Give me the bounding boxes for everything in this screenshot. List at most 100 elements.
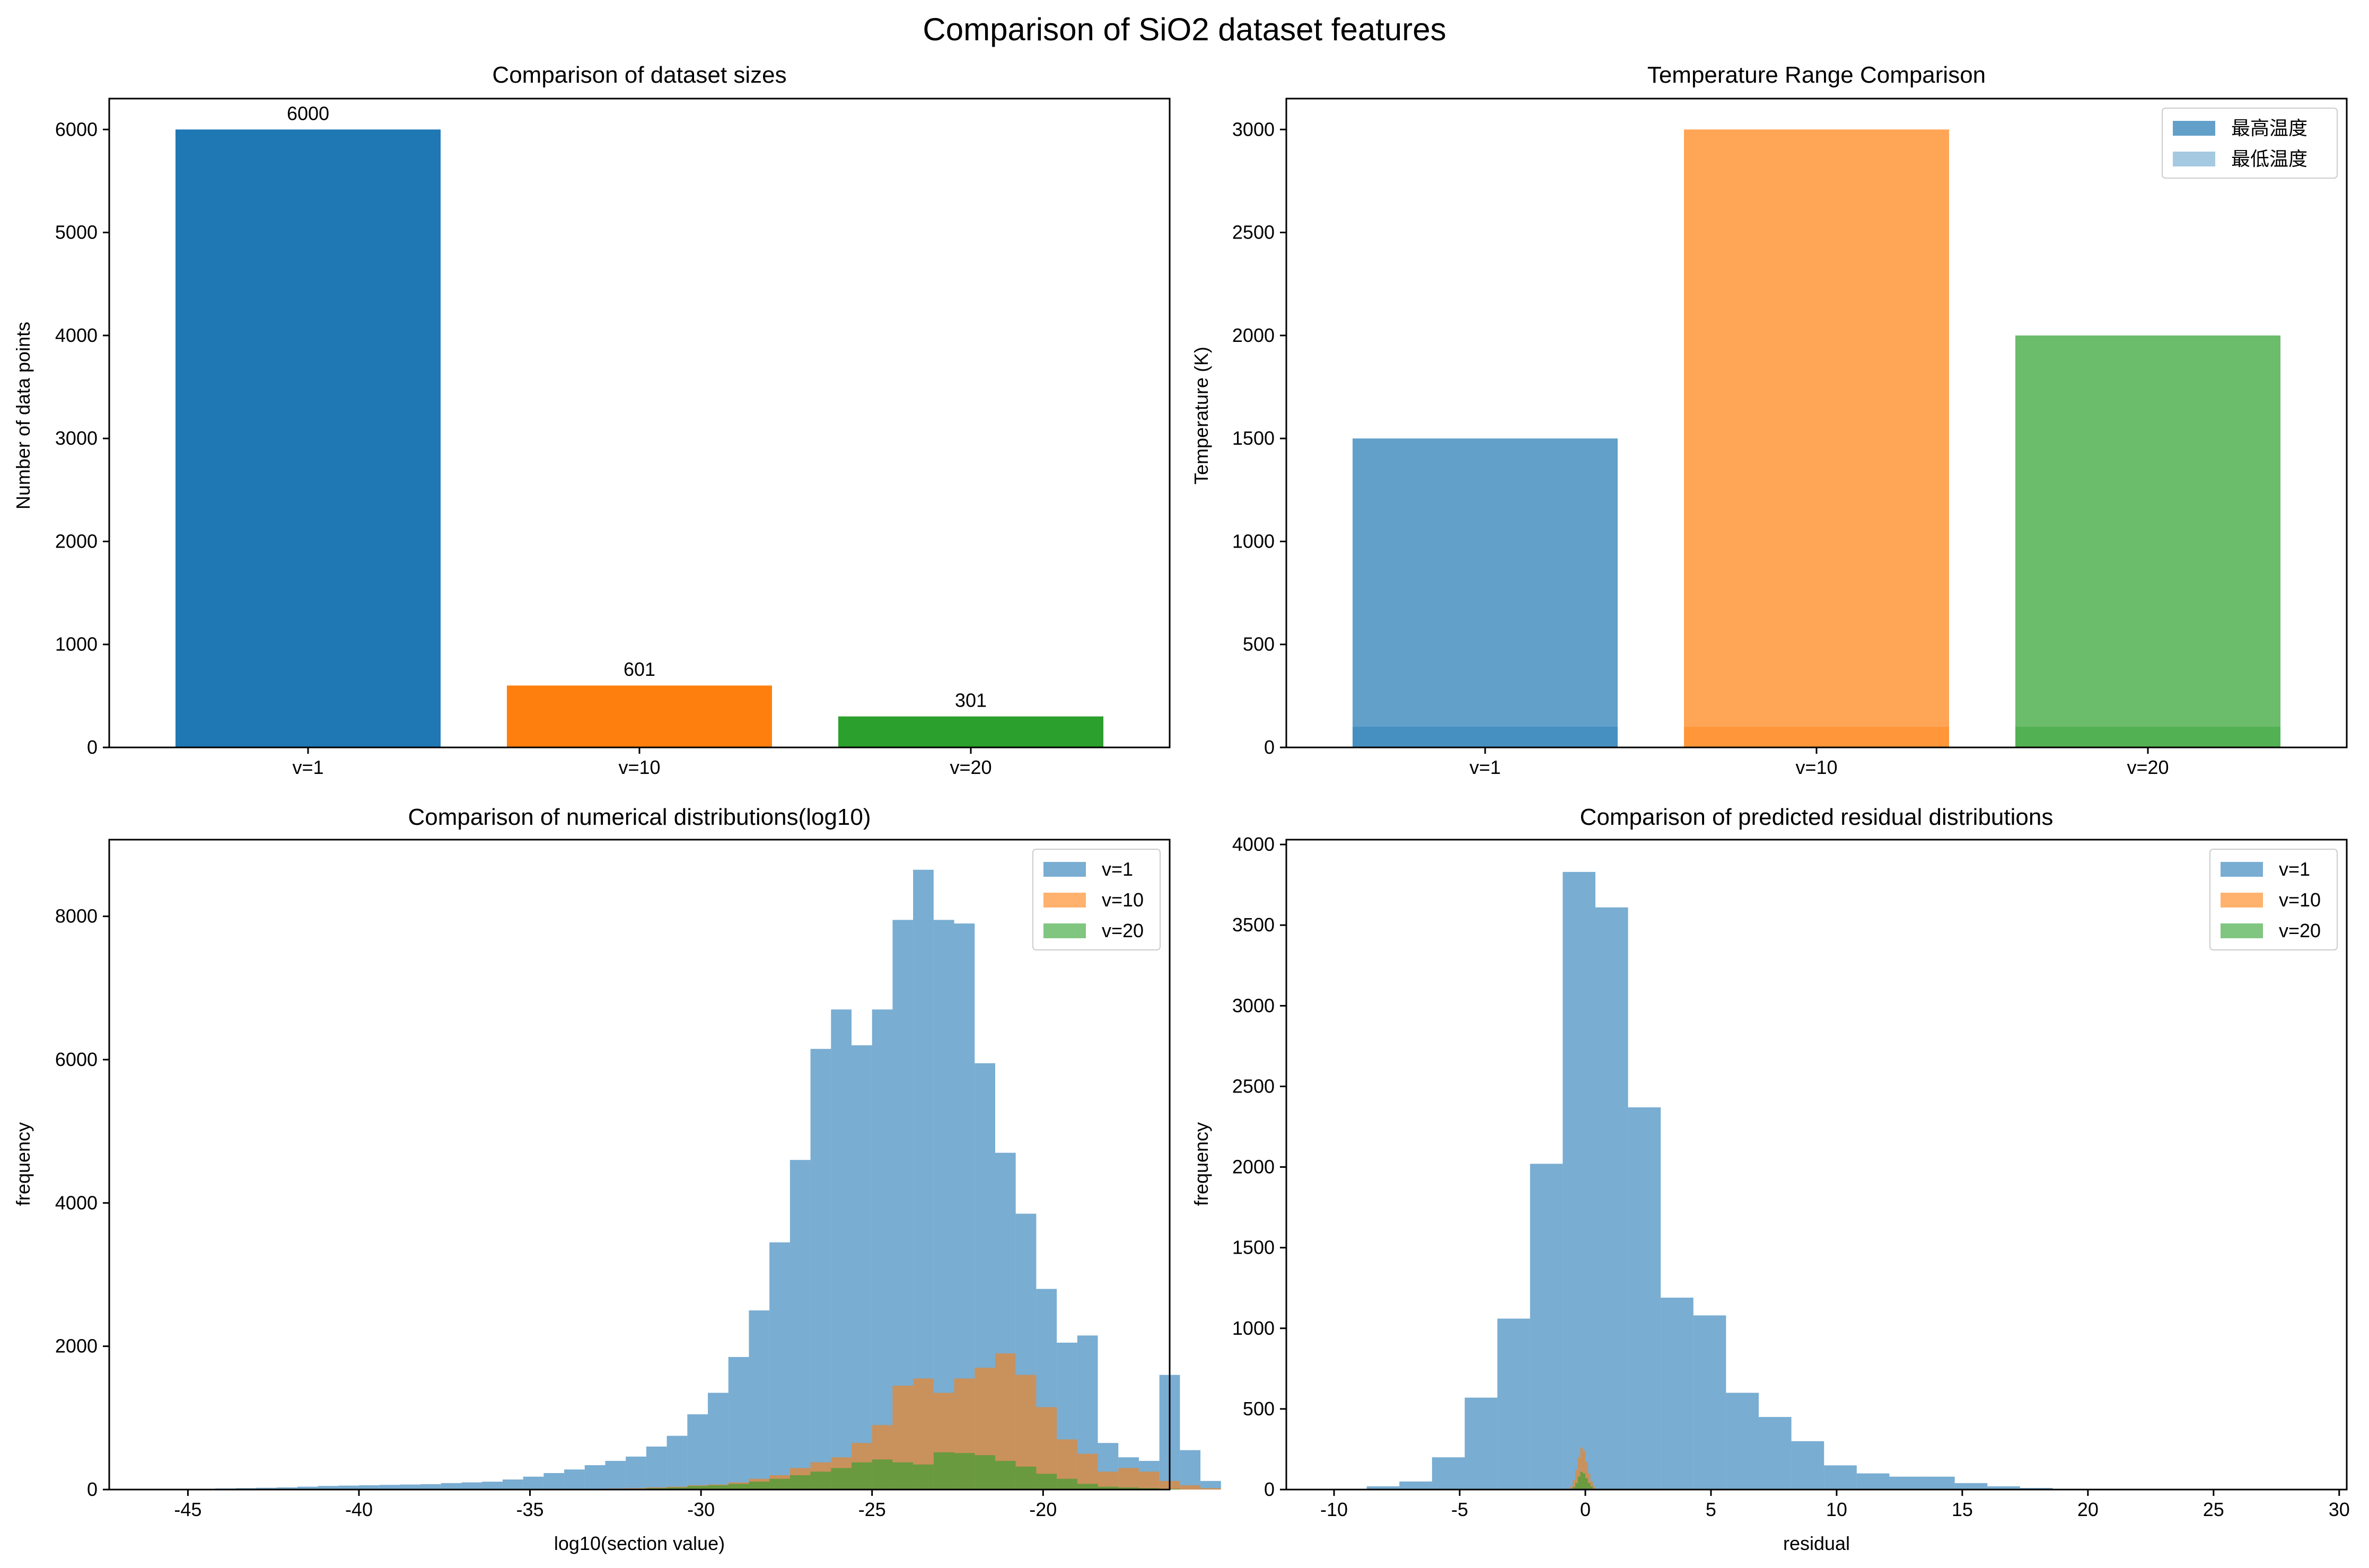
legend-label: v=1 — [2279, 858, 2310, 880]
x-tick-label: v=20 — [950, 756, 992, 778]
y-tick-label: 5000 — [55, 222, 98, 243]
histogram-bar-v1 — [1856, 1473, 1890, 1490]
histogram-bar-v1 — [749, 1310, 770, 1490]
y-tick-label: 8000 — [55, 905, 98, 927]
histogram-bar-v1 — [338, 1485, 359, 1490]
y-tick-label: 4000 — [1232, 833, 1275, 855]
histogram-bar-v1 — [687, 1414, 708, 1490]
histogram-bar-v1 — [1497, 1318, 1530, 1490]
legend-label: v=10 — [1102, 889, 1144, 911]
histogram-bar-v20 — [954, 1453, 975, 1490]
histogram-bar-v10 — [1577, 1457, 1581, 1490]
histogram-bar-v1 — [831, 1009, 852, 1490]
residual-distribution-x-axis-label: residual — [1783, 1532, 1850, 1554]
y-tick-label: 4000 — [55, 324, 98, 346]
histogram-bar-v1 — [1628, 1107, 1661, 1490]
histogram-bar-v10 — [1118, 1468, 1139, 1490]
y-tick-label: 2000 — [1232, 1156, 1275, 1178]
bar-value-label: 6000 — [287, 102, 329, 124]
histogram-bar-v20 — [1573, 1487, 1576, 1490]
histogram-bar-v20 — [1015, 1466, 1037, 1490]
histogram-bar-v20 — [852, 1462, 872, 1490]
residual-distribution-histogram: Comparison of predicted residual distrib… — [1190, 804, 2350, 1554]
histogram-bar-v1 — [420, 1484, 441, 1490]
y-tick-label: 3000 — [1232, 118, 1275, 140]
x-tick-label: 25 — [2203, 1499, 2224, 1520]
legend-swatch — [2173, 152, 2215, 166]
histogram-bar-v1 — [872, 1009, 893, 1490]
temperature-range-bar-chart: Temperature Range Comparison Temperature… — [1190, 62, 2348, 778]
y-tick-label: 4000 — [55, 1192, 98, 1213]
y-tick-label: 3000 — [55, 427, 98, 449]
histogram-bar-v20 — [1580, 1472, 1583, 1490]
temperature-y-axis-label: Temperature (K) — [1190, 347, 1212, 485]
legend-label: 最低温度 — [2231, 148, 2307, 170]
histogram-bar-v1 — [769, 1242, 790, 1490]
histogram-bar-v10 — [1585, 1462, 1588, 1490]
histogram-bar-v1 — [523, 1476, 544, 1490]
dataset-size-bar-chart: Comparison of dataset sizes Number of da… — [12, 62, 1171, 778]
legend-swatch — [2221, 923, 2263, 938]
y-tick-label: 6000 — [55, 1049, 98, 1070]
histogram-bar-v20 — [1077, 1484, 1098, 1490]
histogram-bar-v20 — [769, 1478, 790, 1490]
histogram-bar-v1 — [482, 1482, 503, 1490]
legend-label: v=10 — [2279, 889, 2321, 911]
x-tick-label: -35 — [516, 1499, 544, 1520]
histogram-bar-v1 — [1922, 1476, 1955, 1490]
x-tick-label: v=10 — [618, 756, 660, 778]
histogram-bar-v1 — [1595, 907, 1628, 1490]
x-tick-label: v=10 — [1795, 756, 1837, 778]
histogram-bar-v10 — [1590, 1481, 1593, 1490]
histogram-bar-v1 — [1366, 1486, 1400, 1490]
dataset-size-bar — [507, 685, 772, 747]
dataset-size-y-axis-label: Number of data points — [12, 322, 34, 509]
histogram-bar-v20 — [913, 1464, 934, 1490]
histogram-bar-v10 — [1098, 1472, 1119, 1490]
histogram-bar-v1 — [626, 1456, 646, 1490]
histogram-bar-v1 — [277, 1487, 297, 1490]
legend-swatch — [2173, 121, 2215, 136]
histogram-bar-v20 — [749, 1482, 770, 1490]
histogram-bar-v10 — [1593, 1486, 1595, 1490]
x-tick-label: 5 — [1706, 1499, 1716, 1520]
numerical-distribution-chart-title: Comparison of numerical distributions(lo… — [408, 804, 871, 830]
histogram-bar-v10 — [1077, 1454, 1098, 1490]
histogram-bar-v1 — [543, 1473, 565, 1490]
y-tick-label: 1000 — [55, 633, 98, 655]
histogram-bar-v1 — [1432, 1457, 1465, 1490]
y-tick-label: 1500 — [1232, 427, 1275, 449]
histogram-bar-v1 — [2020, 1487, 2053, 1490]
histogram-bar-v10 — [1587, 1473, 1591, 1490]
histogram-bar-v1 — [810, 1049, 831, 1490]
legend-swatch — [1043, 862, 1086, 877]
dataset-size-chart-title: Comparison of dataset sizes — [492, 62, 786, 88]
histogram-bar-v20 — [892, 1462, 914, 1490]
residual-distribution-chart-title: Comparison of predicted residual distrib… — [1580, 804, 2054, 830]
legend-label: v=1 — [1102, 858, 1133, 880]
x-tick-label: -10 — [1320, 1499, 1348, 1520]
x-tick-label: 10 — [1826, 1499, 1847, 1520]
histogram-bar-v1 — [400, 1484, 421, 1490]
histogram-bar-v20 — [1036, 1474, 1057, 1490]
histogram-bar-v1 — [852, 1045, 872, 1490]
numerical-distribution-histogram: Comparison of numerical distributions(lo… — [12, 804, 1221, 1554]
histogram-bar-v20 — [666, 1487, 688, 1490]
x-tick-label: v=1 — [292, 756, 323, 778]
histogram-bar-v1 — [441, 1483, 462, 1490]
x-tick-label: -5 — [1451, 1499, 1468, 1520]
y-tick-label: 1000 — [1232, 530, 1275, 552]
histogram-bar-v20 — [1590, 1486, 1593, 1490]
histogram-bar-v1 — [379, 1485, 400, 1490]
histogram-bar-v1 — [1693, 1315, 1726, 1490]
dataset-size-bar — [176, 129, 441, 747]
x-tick-label: -40 — [345, 1499, 373, 1520]
histogram-bar-v20 — [1587, 1483, 1591, 1490]
x-tick-label: -20 — [1029, 1499, 1057, 1520]
histogram-bar-v20 — [810, 1472, 831, 1490]
y-tick-label: 2000 — [55, 1335, 98, 1357]
y-tick-label: 2000 — [55, 530, 98, 552]
histogram-bar-v10 — [1575, 1470, 1578, 1490]
